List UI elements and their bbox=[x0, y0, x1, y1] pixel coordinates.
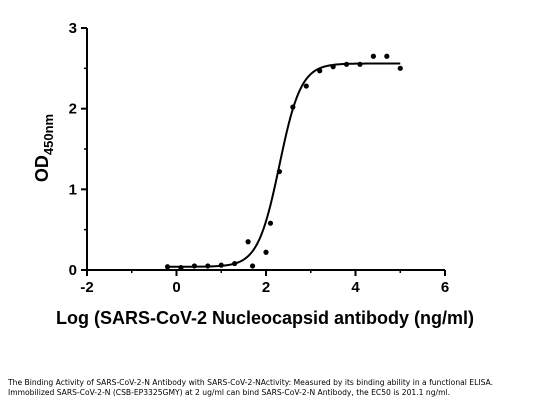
x-tick-label: 4 bbox=[351, 279, 360, 296]
axes bbox=[81, 27, 446, 276]
y-tick-label: 1 bbox=[69, 181, 77, 198]
x-tick-label: 0 bbox=[172, 279, 180, 296]
data-point bbox=[303, 83, 309, 89]
data-point bbox=[290, 104, 296, 110]
y-axis-title: OD450nm bbox=[32, 114, 56, 182]
data-point bbox=[178, 264, 184, 271]
data-point bbox=[249, 263, 256, 269]
data-point bbox=[357, 61, 363, 67]
y-tick-label: 2 bbox=[69, 101, 77, 118]
x-tick-label: 6 bbox=[441, 279, 449, 296]
data-point bbox=[267, 220, 274, 226]
data-points-layer bbox=[164, 53, 403, 271]
fit-curve-line bbox=[167, 62, 401, 268]
svg-text:OD450nm: OD450nm bbox=[32, 114, 56, 182]
x-tick-label: 2 bbox=[262, 279, 270, 296]
data-point bbox=[232, 260, 238, 267]
data-point bbox=[218, 262, 224, 268]
y-axis-title-main: OD bbox=[32, 155, 52, 182]
data-point bbox=[191, 263, 197, 269]
data-point bbox=[343, 61, 350, 67]
data-point bbox=[317, 68, 323, 74]
data-point bbox=[330, 64, 336, 70]
data-point bbox=[276, 168, 283, 175]
fit-curve-layer bbox=[167, 62, 401, 268]
y-tick-label: 0 bbox=[69, 262, 77, 279]
x-tick-label: -2 bbox=[80, 279, 93, 296]
data-point bbox=[164, 264, 171, 270]
data-point bbox=[245, 239, 251, 245]
x-axis-title: Log (SARS-CoV-2 Nucleocapsid antibody (n… bbox=[56, 308, 474, 328]
data-point bbox=[263, 249, 269, 255]
data-point bbox=[370, 53, 376, 59]
data-point bbox=[384, 53, 390, 59]
data-point bbox=[205, 263, 211, 269]
figure-caption: The Binding Activity of SARS-CoV-2-N Ant… bbox=[8, 378, 494, 397]
y-axis-title-subscript: 450nm bbox=[41, 114, 56, 155]
data-point bbox=[397, 65, 403, 71]
y-tick-label: 3 bbox=[69, 20, 77, 37]
